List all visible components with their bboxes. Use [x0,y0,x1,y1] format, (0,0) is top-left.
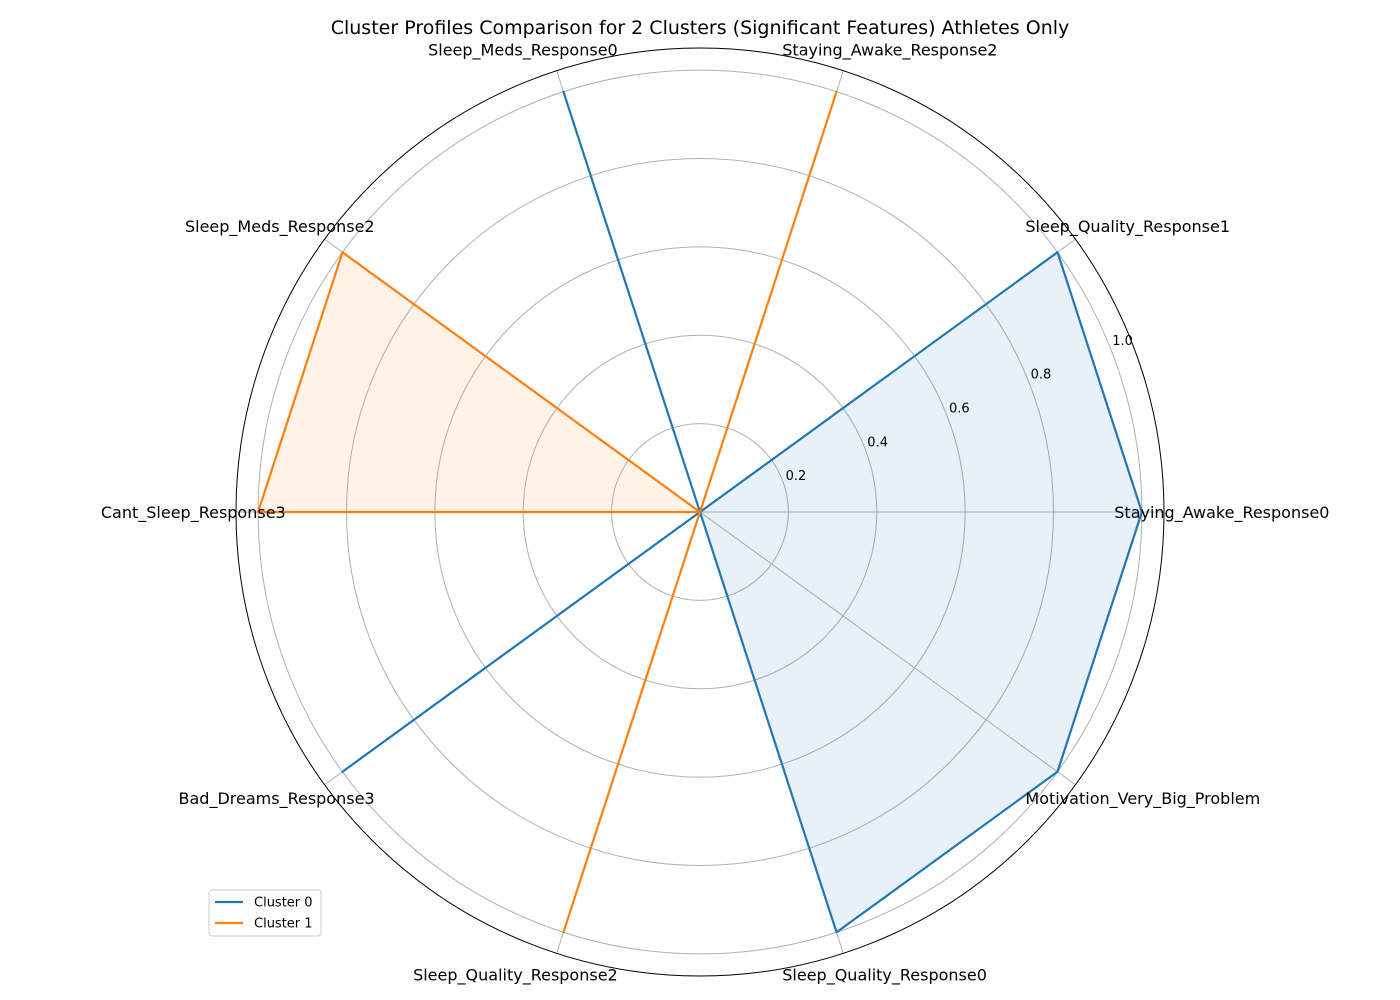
angular-gridline [699,511,1076,786]
radial-tick-label: 0.2 [786,469,807,484]
series-fill-0 [342,91,1142,933]
category-label: Sleep_Quality_Response1 [1025,217,1230,237]
category-label: Sleep_Quality_Response0 [782,965,987,985]
category-label: Bad_Dreams_Response3 [179,789,375,809]
category-label: Sleep_Quality_Response2 [413,965,618,985]
series-layer [257,90,1143,934]
category-label: Motivation_Very_Big_Problem [1025,789,1260,809]
category-label: Staying_Awake_Response2 [782,41,997,61]
legend: Cluster 0 Cluster 1 [208,889,322,937]
category-label: Staying_Awake_Response0 [1114,503,1329,523]
radial-tick-label: 1.0 [1112,334,1133,349]
chart-title: Cluster Profiles Comparison for 2 Cluste… [331,17,1070,39]
radial-tick-label: 0.4 [867,435,888,450]
series-line-1 [257,90,838,934]
radial-tick-label: 0.6 [949,402,970,417]
polar-frame [235,47,1165,977]
series-line-0 [341,90,1143,934]
radial-tick-label: 0.8 [1031,368,1052,383]
category-label: Sleep_Meds_Response2 [185,217,375,237]
label-layer: Staying_Awake_Response0 Sleep_Quality_Res… [101,41,1330,986]
legend-label: Cluster 1 [254,917,313,932]
category-label: Sleep_Meds_Response0 [428,41,618,61]
category-label: Cant_Sleep_Response3 [101,503,286,523]
legend-label: Cluster 0 [254,896,313,911]
